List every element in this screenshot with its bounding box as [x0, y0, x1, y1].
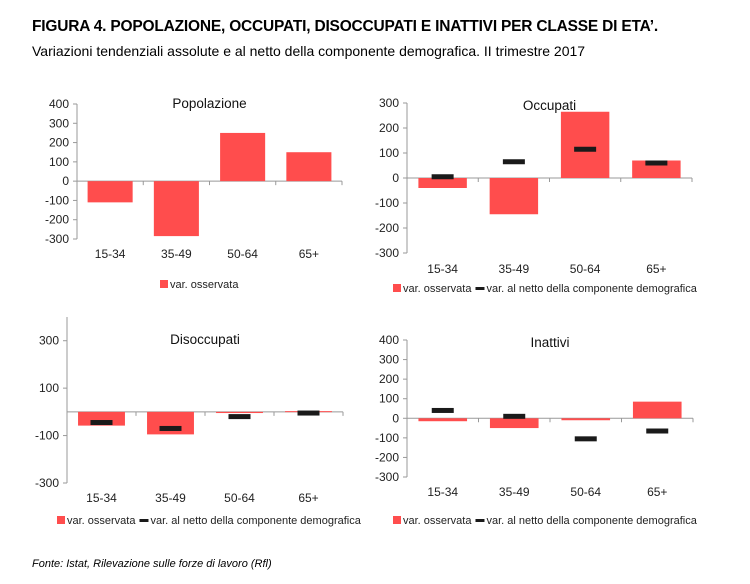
y-tick-label: 300 [379, 353, 399, 367]
category-label: 65+ [299, 247, 319, 261]
bar-var-osservata [561, 418, 611, 421]
marker-var-netto [297, 410, 320, 416]
y-tick-label: -100 [375, 431, 399, 445]
legend-label-netto: var. al netto della componente demografi… [150, 515, 361, 527]
legend-swatch-osservata [160, 280, 168, 288]
bar-var-osservata [418, 178, 467, 188]
chart-title: Popolazione [172, 96, 246, 111]
chart-title: Disoccupati [170, 332, 240, 347]
y-tick-label: 200 [49, 136, 69, 150]
category-label: 35-49 [499, 485, 530, 499]
marker-var-netto [228, 414, 251, 420]
legend-label-osservata: var. osservata [403, 283, 472, 295]
legend-label-netto: var. al netto della componente demografi… [486, 515, 697, 527]
category-label: 50-64 [570, 485, 601, 499]
y-tick-label: -200 [45, 213, 69, 227]
marker-var-netto [574, 436, 597, 442]
category-label: 65+ [298, 491, 318, 505]
y-tick-label: -100 [375, 196, 399, 210]
category-label: 15-34 [427, 262, 458, 276]
legend-swatch-osservata [393, 516, 401, 524]
category-label: 15-34 [95, 247, 126, 261]
y-tick-label: 400 [379, 333, 399, 347]
bar-var-osservata [216, 411, 263, 414]
legend-swatch-netto [139, 519, 149, 522]
marker-var-netto [503, 413, 526, 419]
legend-swatch-netto [475, 519, 485, 522]
legend-swatch-osservata [393, 284, 401, 292]
y-tick-label: 200 [379, 121, 399, 135]
chart-title: Inattivi [530, 335, 569, 350]
y-tick-label: -200 [375, 221, 399, 235]
y-tick-label: 200 [379, 372, 399, 386]
chart-title: Occupati [523, 98, 576, 113]
y-tick-label: 0 [392, 171, 399, 185]
y-tick-label: -100 [45, 193, 69, 207]
y-tick-label: 300 [379, 96, 399, 110]
category-label: 15-34 [427, 485, 458, 499]
marker-var-netto [646, 428, 669, 434]
figure-title: FIGURA 4. POPOLAZIONE, OCCUPATI, DISOCCU… [32, 18, 658, 35]
y-tick-label: 100 [379, 146, 399, 160]
category-label: 35-49 [155, 491, 186, 505]
marker-var-netto [159, 425, 182, 431]
bar-var-osservata [286, 152, 332, 182]
marker-var-netto [90, 420, 113, 426]
category-label: 50-64 [570, 262, 601, 276]
y-tick-label: -300 [375, 246, 399, 260]
bar-var-osservata [153, 181, 199, 237]
bar-var-osservata [560, 111, 610, 178]
category-label: 15-34 [86, 491, 117, 505]
y-tick-label: 100 [39, 381, 59, 395]
bar-var-osservata [632, 160, 681, 178]
bar-var-osservata [78, 411, 125, 426]
category-label: 50-64 [224, 491, 255, 505]
bar-var-osservata [489, 178, 539, 215]
y-tick-label: 400 [49, 97, 69, 111]
y-tick-label: 100 [49, 155, 69, 169]
category-label: 35-49 [161, 247, 192, 261]
y-tick-label: 100 [379, 392, 399, 406]
y-tick-label: 0 [392, 411, 399, 425]
y-tick-label: 300 [39, 334, 59, 348]
marker-var-netto [431, 407, 454, 413]
marker-var-netto [431, 174, 454, 180]
bar-var-osservata [632, 401, 682, 419]
legend-label-osservata: var. osservata [67, 515, 136, 527]
legend-label-osservata: var. osservata [403, 515, 472, 527]
y-tick-label: -300 [35, 476, 59, 490]
legend-label-netto: var. al netto della componente demografi… [486, 283, 697, 295]
y-tick-label: -300 [45, 232, 69, 246]
source-note: Fonte: Istat, Rilevazione sulle forze di… [32, 558, 272, 570]
bar-var-osservata [87, 181, 133, 203]
category-label: 65+ [646, 262, 666, 276]
bar-var-osservata [489, 418, 539, 429]
category-label: 65+ [647, 485, 667, 499]
legend-swatch-netto [475, 287, 485, 290]
legend-swatch-osservata [57, 516, 65, 524]
y-tick-label: -100 [35, 429, 59, 443]
marker-var-netto [502, 159, 525, 165]
bar-var-osservata [220, 132, 266, 182]
y-tick-label: -200 [375, 450, 399, 464]
marker-var-netto [574, 146, 597, 152]
y-tick-label: 300 [49, 116, 69, 130]
figure-subtitle: Variazioni tendenziali assolute e al net… [32, 43, 586, 59]
bar-var-osservata [147, 411, 194, 435]
category-label: 50-64 [227, 247, 258, 261]
legend-label-osservata: var. osservata [170, 279, 239, 291]
y-tick-label: 0 [62, 174, 69, 188]
marker-var-netto [645, 160, 668, 166]
category-label: 35-49 [499, 262, 530, 276]
bar-var-osservata [418, 418, 468, 422]
y-tick-label: -300 [375, 470, 399, 484]
